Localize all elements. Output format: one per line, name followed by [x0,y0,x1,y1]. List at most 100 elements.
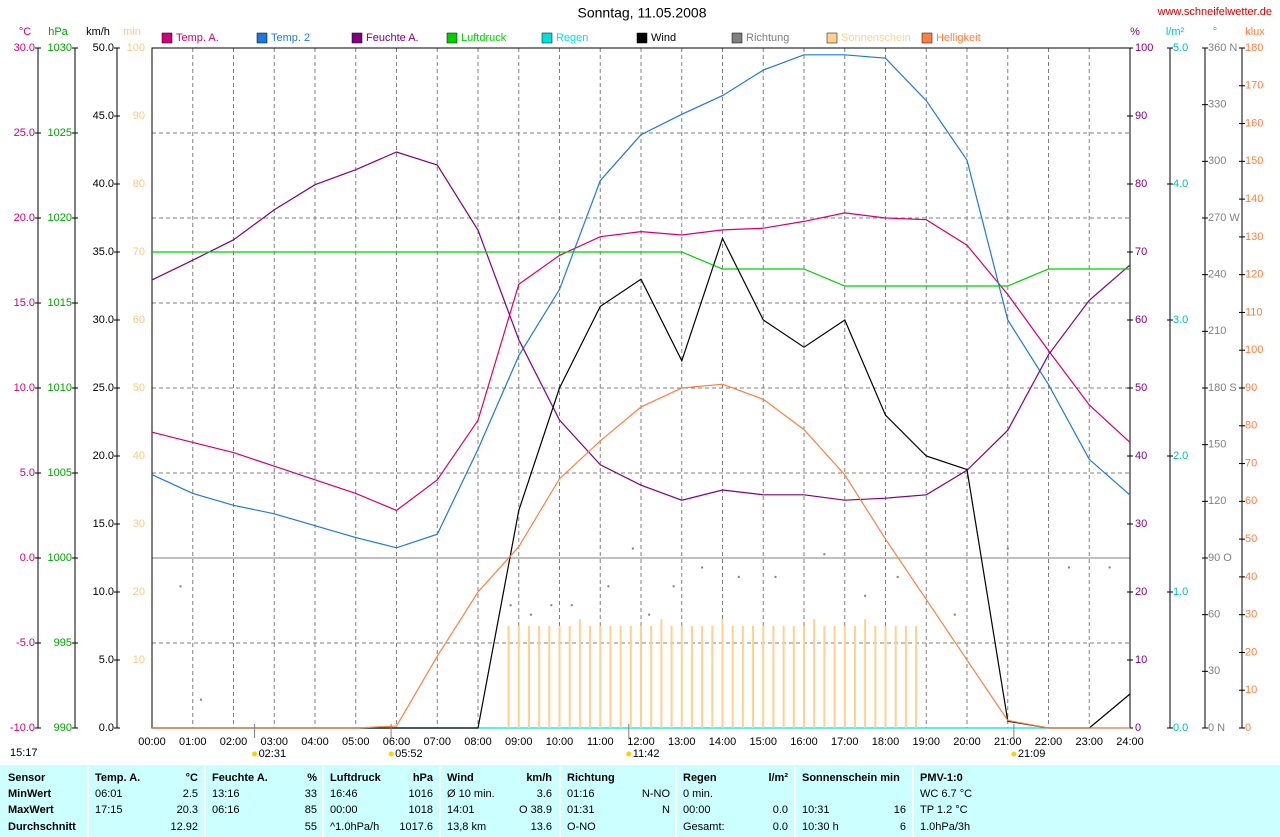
legend-label: Richtung [746,32,789,44]
table-header: Temp. A. [95,772,140,784]
direction-dot [737,575,740,578]
sun-bar [690,626,693,728]
table-cell: 1016 [409,788,433,800]
y-tick-label: 60 [1135,314,1147,326]
direction-dot [179,585,182,588]
table-cell: 16 [894,804,906,816]
y-tick-label: 1015 [48,297,72,309]
y-tick-label: 40 [1245,571,1257,583]
sun-bar [609,626,612,728]
y-tick-label: 1020 [48,212,72,224]
x-tick-label: 08:00 [464,736,492,748]
x-tick-label: 12:00 [627,736,655,748]
row-label: MaxWert [8,804,54,816]
y-tick-label: 10.0 [93,586,114,598]
direction-dot [648,613,651,616]
table-cell: 01:16 [567,788,595,800]
y-tick-label: 120 [1245,269,1263,281]
marker-dot [626,751,632,757]
y-tick-label: 70 [1245,457,1257,469]
sun-bar [853,626,856,728]
x-tick-label: 20:00 [953,736,981,748]
y-tick-label: 2.0 [1173,450,1188,462]
y-tick-label: 30.0 [93,314,114,326]
x-tick-label: 11:00 [587,736,614,748]
direction-dot [529,613,532,616]
table-cell: 0.0 [773,821,788,833]
y-tick-label: 10 [1135,654,1147,666]
y-tick-label: 90 [133,110,145,122]
x-tick-label: 03:00 [260,736,288,748]
y-tick-label: 300 [1208,155,1226,167]
table-bg [0,765,1280,837]
table-cell: Gesamt: [683,821,725,833]
y-tick-label: 5.0 [99,654,114,666]
table: Sensor Temp. A. °C Feuchte A.% Luftdruck hPa W… [8,767,972,837]
legend-label: Wind [651,32,676,44]
y-tick-label: 25.0 [93,382,114,394]
y-tick-label: 30 [1135,518,1147,530]
axis-unit: hPa [48,26,68,38]
legend-swatch [351,32,363,44]
y-tick-label: -10.0 [10,722,35,734]
legend-swatch [256,32,268,44]
axis-unit: km/h [86,26,110,38]
direction-dot [953,613,956,616]
table-cell: 6 [900,821,906,833]
series-line [152,251,1130,287]
legend-swatch [636,32,648,44]
y-tick-label: 30 [1245,609,1257,621]
table-cell: O 38.9 [519,804,552,816]
x-tick-label: 05:00 [342,736,370,748]
sun-bar [843,626,846,728]
y-tick-label: 80 [1245,420,1257,432]
sun-bar [731,626,734,728]
direction-dot [570,604,573,607]
y-tick-label: -5.0 [16,637,35,649]
x-tick-label: 10:00 [546,736,574,748]
y-tick-label: 20.0 [93,450,114,462]
direction-dot [199,698,202,701]
y-tick-label: 140 [1245,193,1263,205]
x-tick-label: 15:00 [749,736,777,748]
table-cell: 1018 [409,804,433,816]
y-tick-label: 270 W [1208,212,1240,224]
y-tick-label: 15.0 [93,518,114,530]
y-tick-label: 70 [1135,246,1147,258]
y-tick-label: 40 [1135,450,1147,462]
legend-swatch [826,32,838,44]
table-cell: WC 6.7 °C [920,788,972,800]
x-tick-label: 13:00 [668,736,696,748]
table-header: Luftdruck [330,772,382,784]
table-header: % [307,772,317,784]
axis-unit: min [123,26,141,38]
table-cell: 13,8 km [447,821,486,833]
sun-bar [589,626,592,728]
y-tick-label: 5.0 [1173,42,1188,54]
table-header: Richtung [567,772,615,784]
sun-bar [721,619,724,728]
y-tick-label: 25.0 [14,127,35,139]
marker-dot [1011,751,1017,757]
x-tick-label: 06:00 [383,736,411,748]
sun-bar [904,626,907,728]
x-tick-label: 17:00 [831,736,859,748]
y-tick-label: 45.0 [93,110,114,122]
y-tick-label: 1010 [48,382,72,394]
sun-bar [864,619,867,728]
marker-dot [252,751,258,757]
y-tick-label: 30.0 [14,42,35,54]
x-tick-label: 21:00 [994,736,1022,748]
direction-dot [631,547,634,550]
x-tick-label: 24:00 [1116,736,1144,748]
y-tick-label: 150 [1245,155,1263,167]
x-tick-label: 22:00 [1035,736,1063,748]
table-header: Feuchte A. [212,772,268,784]
series-line [152,383,1130,729]
direction-dot [896,575,899,578]
table-cell: 1.0hPa/3h [920,821,970,833]
table-cell: 33 [305,788,317,800]
marker-label: 21:09 [1018,748,1046,760]
y-tick-label: 15.0 [14,297,35,309]
